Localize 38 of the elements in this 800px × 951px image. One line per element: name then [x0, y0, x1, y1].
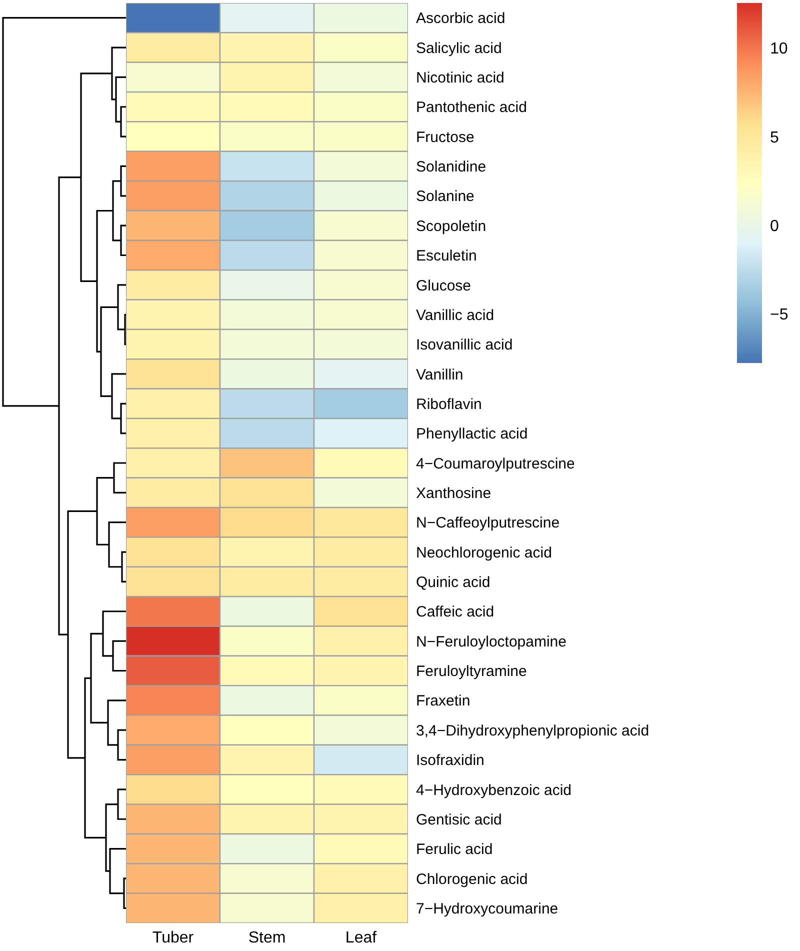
y-tick-label: Pantothenic acid: [416, 99, 527, 116]
color-bar-label: −5: [770, 306, 788, 324]
y-tick-label: Fraxetin: [416, 692, 470, 710]
y-tick-label: Nicotinic acid: [416, 70, 504, 87]
color-bar-label: 5: [770, 129, 779, 146]
y-tick-label: N−Feruloyloctopamine: [416, 633, 566, 650]
y-tick-label: Neochlorogenic acid: [416, 544, 552, 562]
y-tick-label: 3,4−Dihydroxyphenylpropionic acid: [416, 722, 650, 740]
y-tick-label: Ascorbic acid: [416, 10, 506, 28]
color-bar-label: 10: [770, 40, 788, 58]
y-tick-label: Vanillin: [416, 366, 464, 384]
y-tick-label: Isofraxidin: [416, 752, 484, 770]
y-tick-label: 4−Hydroxybenzoic acid: [416, 782, 572, 799]
y-tick-label: Phenyllactic acid: [416, 426, 528, 443]
color-bar-label: 0: [770, 218, 779, 235]
y-tick-label: Isovanillic acid: [416, 336, 513, 354]
y-tick-label: Gentisic acid: [416, 811, 502, 828]
y-tick-label: Riboflavin: [416, 396, 482, 413]
y-tick-label: Glucose: [416, 277, 472, 294]
y-tick-label: Fructose: [416, 128, 474, 146]
x-tick-label: Stem: [248, 929, 286, 946]
y-tick-label: Esculetin: [416, 248, 477, 265]
y-tick-label: Solanidine: [416, 158, 486, 176]
x-tick-label: Tuber: [152, 929, 194, 946]
y-tick-label: 4−Coumaroylputrescine: [416, 455, 575, 472]
y-tick-label: Ferulic acid: [416, 841, 493, 858]
y-tick-label: Xanthosine: [416, 485, 492, 502]
y-tick-label: Chlorogenic acid: [416, 870, 528, 888]
y-tick-label: Feruloyltyramine: [416, 663, 527, 680]
y-tick-label: Caffeic acid: [416, 604, 494, 621]
y-tick-label: Salicylic acid: [416, 40, 502, 57]
y-tick-label: N−Caffeoylputrescine: [416, 514, 560, 532]
y-tick-label: 7−Hydroxycoumarine: [416, 900, 558, 918]
y-tick-label: Vanillic acid: [416, 306, 494, 324]
y-tick-label: Quinic acid: [416, 574, 490, 592]
y-tick-label: Scopoletin: [416, 218, 486, 235]
y-tick-label: Solanine: [416, 188, 474, 206]
x-tick-label: Leaf: [345, 929, 378, 946]
